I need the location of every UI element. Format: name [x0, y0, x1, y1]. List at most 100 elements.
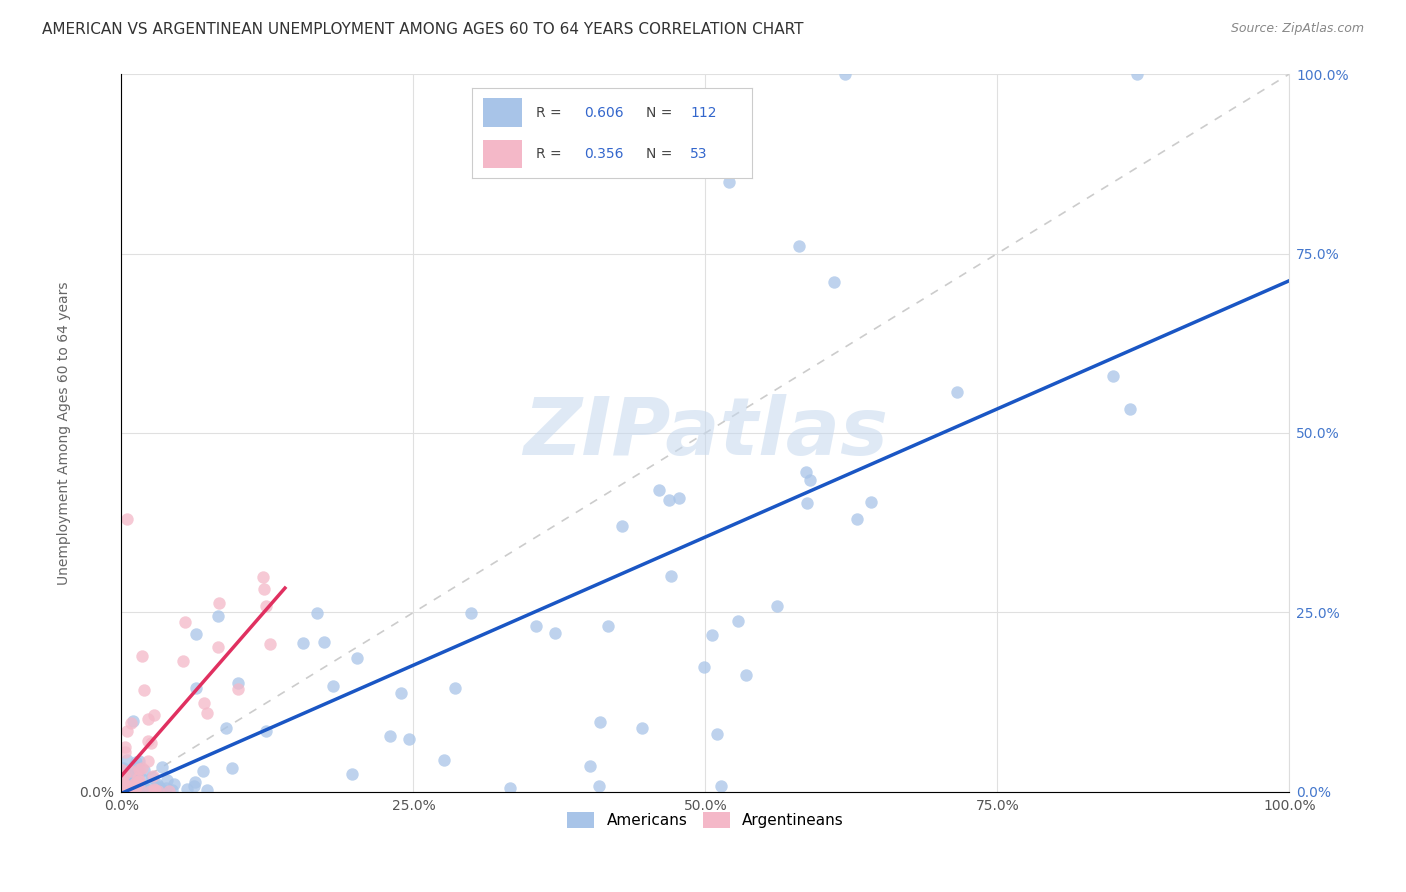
- Point: [195, 706, 218, 720]
- Point: [307, 606, 329, 620]
- Point: [160, 782, 183, 797]
- Point: [111, 761, 134, 775]
- Point: [184, 627, 207, 641]
- Point: [136, 734, 159, 748]
- Point: [142, 708, 165, 723]
- Point: [131, 761, 153, 775]
- Point: [146, 777, 169, 791]
- Point: [120, 782, 142, 797]
- Point: [433, 753, 456, 767]
- Point: [118, 784, 141, 798]
- Point: [226, 676, 249, 690]
- Point: [717, 175, 740, 189]
- Point: [125, 755, 148, 769]
- Point: [114, 778, 136, 792]
- Point: [134, 763, 156, 777]
- Point: [139, 736, 162, 750]
- Point: [226, 682, 249, 697]
- Point: [120, 715, 142, 730]
- Point: [150, 784, 173, 798]
- Point: [195, 783, 218, 797]
- Point: [193, 764, 215, 778]
- Point: [118, 779, 141, 793]
- Point: [112, 768, 135, 782]
- Point: [125, 775, 148, 789]
- Point: [149, 780, 172, 795]
- Point: [128, 773, 150, 788]
- Point: [132, 682, 155, 697]
- Point: [176, 782, 198, 797]
- Point: [735, 667, 758, 681]
- Point: [120, 784, 142, 798]
- Point: [799, 473, 821, 487]
- Point: [134, 780, 156, 795]
- Point: [122, 780, 145, 795]
- Point: [110, 771, 132, 785]
- Point: [114, 739, 136, 754]
- Point: [122, 759, 145, 773]
- Point: [114, 778, 136, 792]
- Point: [150, 783, 173, 797]
- Point: [114, 785, 136, 799]
- Point: [117, 512, 139, 526]
- Point: [378, 729, 401, 743]
- Point: [766, 599, 789, 613]
- Point: [115, 781, 138, 796]
- Point: [156, 772, 179, 787]
- Point: [659, 569, 682, 583]
- Point: [706, 726, 728, 740]
- Point: [118, 781, 141, 796]
- Text: Source: ZipAtlas.com: Source: ZipAtlas.com: [1230, 22, 1364, 36]
- Point: [146, 780, 169, 795]
- Point: [120, 781, 142, 796]
- Point: [526, 619, 548, 633]
- Point: [142, 769, 165, 783]
- Point: [207, 609, 229, 624]
- Point: [136, 712, 159, 726]
- Point: [128, 779, 150, 793]
- Point: [121, 778, 143, 792]
- Point: [207, 640, 229, 655]
- Point: [127, 764, 149, 778]
- Point: [115, 781, 138, 796]
- Point: [589, 714, 612, 729]
- Point: [120, 764, 142, 779]
- Point: [193, 697, 215, 711]
- Point: [183, 779, 205, 793]
- Point: [444, 681, 467, 695]
- Point: [322, 679, 344, 693]
- Point: [647, 483, 669, 498]
- Point: [111, 764, 134, 778]
- Point: [794, 465, 817, 479]
- Point: [131, 772, 153, 786]
- Point: [128, 762, 150, 776]
- Point: [128, 776, 150, 790]
- Text: AMERICAN VS ARGENTINEAN UNEMPLOYMENT AMONG AGES 60 TO 64 YEARS CORRELATION CHART: AMERICAN VS ARGENTINEAN UNEMPLOYMENT AMO…: [42, 22, 804, 37]
- Point: [834, 67, 856, 81]
- Text: ZIPatlas: ZIPatlas: [523, 394, 887, 472]
- Point: [1102, 369, 1125, 384]
- Point: [155, 781, 177, 796]
- Point: [174, 615, 197, 629]
- Point: [693, 660, 716, 674]
- Point: [121, 766, 143, 780]
- Point: [544, 626, 567, 640]
- Point: [136, 783, 159, 797]
- Point: [124, 781, 146, 796]
- Point: [946, 384, 969, 399]
- Point: [115, 780, 138, 794]
- Point: [111, 771, 134, 785]
- Point: [460, 607, 482, 621]
- Point: [163, 776, 186, 790]
- Point: [860, 495, 883, 509]
- Point: [631, 722, 654, 736]
- Point: [111, 783, 134, 797]
- Point: [727, 614, 749, 628]
- Point: [499, 781, 522, 796]
- Point: [112, 783, 135, 797]
- Point: [148, 784, 170, 798]
- Point: [115, 776, 138, 790]
- Point: [115, 724, 138, 739]
- Point: [112, 766, 135, 780]
- Point: [138, 784, 160, 798]
